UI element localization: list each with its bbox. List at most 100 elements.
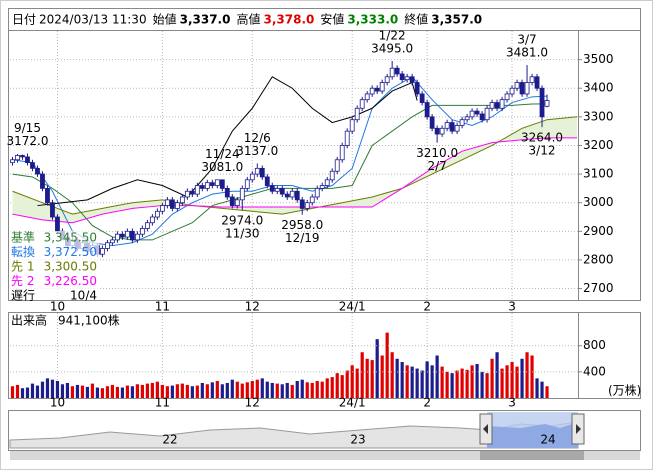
candle-body: [25, 156, 30, 164]
candle-body: [214, 179, 220, 186]
candle-body: [264, 176, 270, 186]
volume-bar: [370, 360, 374, 398]
volume-bar: [230, 379, 234, 398]
candle-body: [15, 155, 20, 161]
candle-body: [284, 193, 290, 198]
candle-body: [199, 185, 205, 189]
volume-bar: [495, 352, 499, 398]
volume-bar: [80, 385, 85, 398]
volume-bar: [200, 382, 204, 398]
candle-body: [534, 76, 540, 89]
annotation-date: 11/30: [225, 227, 260, 241]
volume-bar: [400, 362, 404, 398]
volume-bar: [475, 364, 479, 398]
candle-body: [164, 199, 170, 206]
legend-label: 遅行: [11, 289, 35, 303]
annotation-date: 2/7: [427, 159, 446, 173]
scrollbar-thumb[interactable]: [480, 451, 584, 460]
annotation-date: 1/22: [379, 29, 406, 43]
x-tick-label: 3: [508, 300, 516, 314]
volume-bar: [280, 384, 284, 398]
y-tick-label: 400: [583, 364, 606, 378]
candle-body: [294, 190, 300, 201]
legend-label: 先 2: [11, 274, 34, 288]
volume-bar: [70, 386, 75, 398]
volume-bar: [225, 382, 229, 398]
candle-body: [354, 107, 360, 121]
volume-bar: [430, 365, 434, 398]
volume-bar: [415, 368, 419, 398]
legend-value: 3,372.50: [44, 245, 97, 259]
y-tick-label: 3000: [583, 195, 614, 209]
y-tick-label: 2800: [583, 252, 614, 266]
candle-body: [209, 182, 215, 186]
candle-body: [419, 93, 425, 103]
volume-bar: [435, 355, 439, 398]
legend-box: [9, 231, 99, 300]
scrollbar-track[interactable]: [10, 451, 640, 460]
candle-body: [35, 167, 40, 175]
header-label: 日付: [12, 13, 36, 27]
candle-body: [299, 199, 305, 209]
x-tick-label: 2: [423, 396, 431, 410]
candle-body: [224, 187, 230, 198]
volume-bar: [440, 366, 444, 398]
navigator-label: 23: [350, 433, 365, 447]
volume-bar: [150, 382, 154, 398]
candle-body: [314, 187, 320, 198]
candle-body: [149, 216, 155, 224]
candle-body: [269, 185, 275, 192]
indicator-line: [12, 116, 578, 215]
legend-label: 転換: [11, 245, 35, 259]
candle-body: [329, 170, 335, 181]
candle-body: [499, 99, 505, 109]
navigator-selected-area: [487, 422, 578, 448]
annotation-date: 12/19: [285, 231, 320, 245]
candle-body: [30, 162, 35, 169]
annotation-value: 3264.0: [521, 131, 563, 145]
candle-body: [374, 87, 380, 92]
volume-bar: [120, 387, 125, 398]
volume-bar: [60, 384, 65, 398]
candle-body: [50, 202, 55, 218]
annotation-value: 2958.0: [281, 218, 323, 232]
candle-body: [204, 182, 210, 189]
price-panel: [8, 30, 641, 301]
annotation-date: 12/6: [244, 131, 271, 145]
volume-bar: [110, 384, 115, 398]
annotation-date: 11/24: [205, 147, 240, 161]
candle-body: [20, 155, 25, 158]
y-tick-label: 2700: [583, 281, 614, 295]
header-value: 3,378.0: [263, 13, 314, 27]
volume-bar: [265, 381, 269, 398]
candle-body: [154, 210, 160, 218]
volume-bar: [205, 384, 209, 398]
volume-bar: [185, 384, 189, 398]
volume-bar: [330, 377, 334, 398]
candle-body: [529, 76, 535, 83]
volume-bar: [210, 382, 214, 398]
volume-bar: [95, 387, 100, 398]
indicator-line: [12, 137, 578, 224]
volume-bar: [290, 384, 294, 398]
volume-bar: [425, 361, 429, 398]
candle-body: [379, 82, 385, 92]
candle-body: [45, 187, 50, 204]
volume-bar: [75, 384, 80, 398]
x-tick-label: 10: [50, 396, 65, 410]
volume-bar: [285, 382, 289, 398]
volume-bar: [10, 386, 15, 398]
candle-body: [279, 187, 285, 195]
candle-body: [434, 127, 440, 135]
candle-body: [334, 159, 340, 172]
volume-bar: [25, 387, 30, 398]
volume-bar: [240, 383, 244, 398]
volume-bar: [190, 386, 194, 398]
x-tick-label: 11: [155, 300, 170, 314]
volume-title: 出来高: [11, 313, 47, 328]
annotation-value: 3172.0: [6, 134, 48, 148]
candle-body: [105, 242, 110, 249]
candle-body: [234, 199, 240, 206]
candle-body: [494, 102, 500, 109]
volume-bar: [35, 385, 40, 398]
